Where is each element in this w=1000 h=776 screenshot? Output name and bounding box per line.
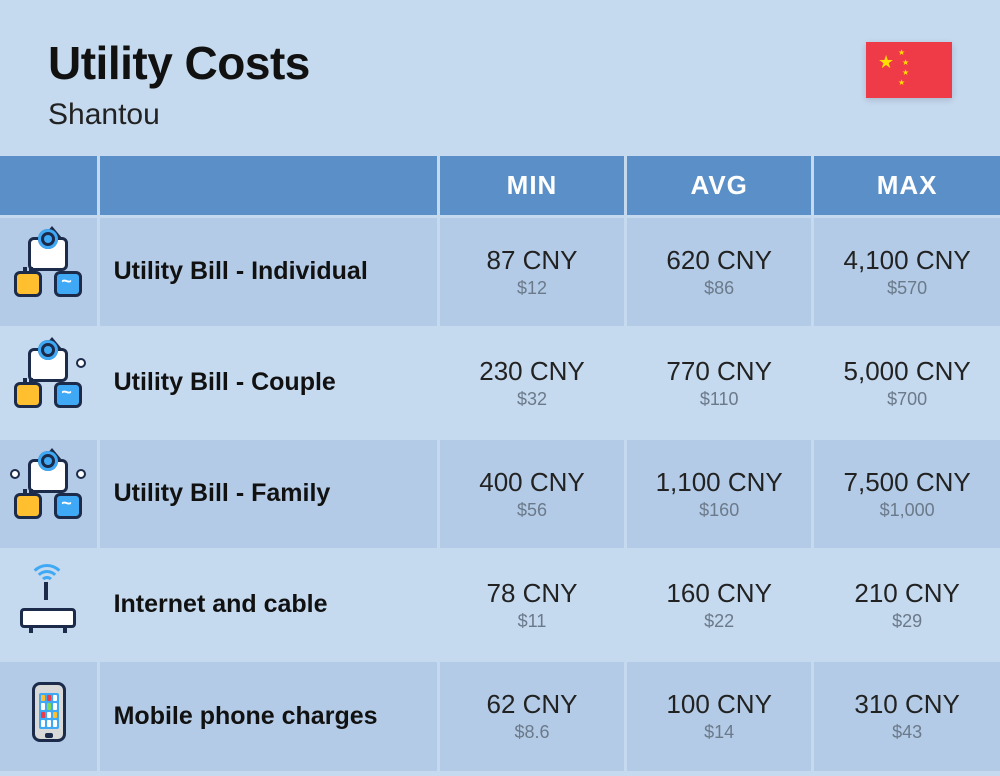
table-row: Utility Bill - Couple 230 CNY $32 770 CN… [0,327,1000,438]
row-icon-cell [0,216,98,327]
row-label: Internet and cable [98,549,438,660]
page-subtitle: Shantou [48,98,952,132]
table-row: Mobile phone charges 62 CNY $8.6 100 CNY… [0,660,1000,771]
row-max: 7,500 CNY $1,000 [813,438,1000,549]
table-row: Internet and cable 78 CNY $11 160 CNY $2… [0,549,1000,660]
utility-couple-icon [14,346,82,414]
internet-router-icon [14,568,82,636]
china-flag-icon: ★ ★ ★ ★ ★ [866,42,952,98]
avg-primary: 770 CNY [627,356,811,387]
row-avg: 770 CNY $110 [626,327,813,438]
header-min: MIN [438,156,625,216]
avg-primary: 100 CNY [627,689,811,720]
row-max: 4,100 CNY $570 [813,216,1000,327]
table-row: Utility Bill - Individual 87 CNY $12 620… [0,216,1000,327]
min-secondary: $11 [440,611,624,632]
utility-costs-table: MIN AVG MAX Utility Bill - Individual 87… [0,156,1000,771]
row-avg: 620 CNY $86 [626,216,813,327]
row-min: 78 CNY $11 [438,549,625,660]
utility-individual-icon [14,235,82,303]
row-icon-cell [0,549,98,660]
page: Utility Costs Shantou ★ ★ ★ ★ ★ MIN AVG … [0,0,1000,776]
table-header-row: MIN AVG MAX [0,156,1000,216]
row-avg: 1,100 CNY $160 [626,438,813,549]
avg-secondary: $22 [627,611,811,632]
row-icon-cell [0,438,98,549]
min-secondary: $56 [440,500,624,521]
avg-secondary: $160 [627,500,811,521]
min-primary: 62 CNY [440,689,624,720]
max-secondary: $43 [814,722,1000,743]
row-min: 400 CNY $56 [438,438,625,549]
row-label: Utility Bill - Individual [98,216,438,327]
row-min: 62 CNY $8.6 [438,660,625,771]
header-label-col [98,156,438,216]
min-primary: 78 CNY [440,578,624,609]
header-avg: AVG [626,156,813,216]
table-row: Utility Bill - Family 400 CNY $56 1,100 … [0,438,1000,549]
header-icon-col [0,156,98,216]
table-body: Utility Bill - Individual 87 CNY $12 620… [0,216,1000,771]
row-max: 310 CNY $43 [813,660,1000,771]
min-primary: 87 CNY [440,245,624,276]
mobile-phone-icon [14,680,82,748]
header: Utility Costs Shantou ★ ★ ★ ★ ★ [0,0,1000,156]
row-icon-cell [0,660,98,771]
row-min: 230 CNY $32 [438,327,625,438]
row-max: 5,000 CNY $700 [813,327,1000,438]
min-secondary: $32 [440,389,624,410]
min-primary: 400 CNY [440,467,624,498]
avg-secondary: $14 [627,722,811,743]
header-max: MAX [813,156,1000,216]
row-label: Mobile phone charges [98,660,438,771]
max-secondary: $1,000 [814,500,1000,521]
row-avg: 160 CNY $22 [626,549,813,660]
page-title: Utility Costs [48,36,952,90]
max-secondary: $570 [814,278,1000,299]
row-min: 87 CNY $12 [438,216,625,327]
max-secondary: $29 [814,611,1000,632]
avg-secondary: $86 [627,278,811,299]
max-primary: 7,500 CNY [814,467,1000,498]
avg-primary: 620 CNY [627,245,811,276]
min-secondary: $12 [440,278,624,299]
row-icon-cell [0,327,98,438]
max-primary: 4,100 CNY [814,245,1000,276]
avg-primary: 160 CNY [627,578,811,609]
min-primary: 230 CNY [440,356,624,387]
max-primary: 310 CNY [814,689,1000,720]
max-primary: 210 CNY [814,578,1000,609]
avg-secondary: $110 [627,389,811,410]
row-label: Utility Bill - Family [98,438,438,549]
min-secondary: $8.6 [440,722,624,743]
avg-primary: 1,100 CNY [627,467,811,498]
utility-family-icon [14,457,82,525]
row-avg: 100 CNY $14 [626,660,813,771]
max-secondary: $700 [814,389,1000,410]
row-label: Utility Bill - Couple [98,327,438,438]
row-max: 210 CNY $29 [813,549,1000,660]
max-primary: 5,000 CNY [814,356,1000,387]
